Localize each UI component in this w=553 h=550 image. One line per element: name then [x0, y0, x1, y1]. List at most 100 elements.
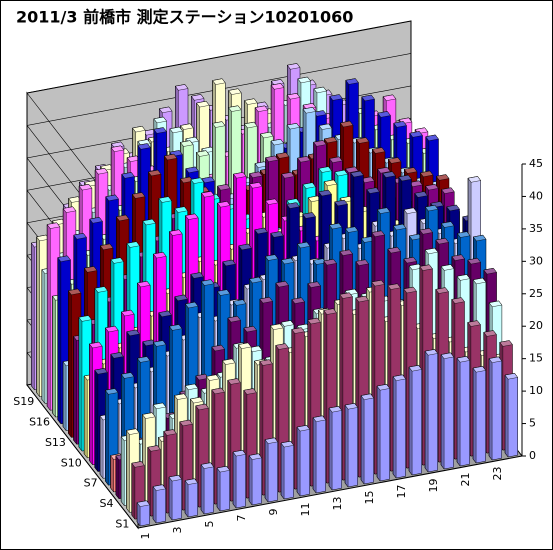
bar-top [232, 299, 247, 306]
bar-top [296, 425, 311, 432]
bar-top [435, 237, 449, 245]
bar-top [174, 393, 188, 400]
bar-side [131, 462, 136, 520]
bar-side [344, 404, 349, 488]
bar-side [360, 395, 365, 485]
bar-side [168, 476, 173, 521]
bar-top [131, 192, 146, 199]
bar-top [318, 189, 332, 197]
bar-top [184, 383, 199, 391]
bar-top [270, 138, 285, 146]
x-tick-label: 7 [235, 515, 248, 522]
bar-top [99, 243, 114, 251]
bar-top [419, 170, 434, 178]
bar-top [248, 453, 263, 460]
bar-side [200, 463, 205, 515]
bar-top [456, 231, 471, 238]
bar-side [488, 358, 493, 461]
bar-top [355, 137, 370, 144]
bar-top [323, 136, 338, 144]
bar-top [110, 257, 124, 264]
bar-top [472, 366, 487, 373]
bar-top [110, 145, 125, 152]
bar-top [286, 123, 301, 130]
bar-top [190, 272, 204, 279]
bar-top [169, 229, 183, 236]
bar-top [488, 300, 503, 308]
bar-top [89, 341, 103, 349]
bar-top [387, 157, 402, 164]
bar-top [504, 373, 519, 380]
bar-top [217, 201, 231, 208]
bar-top [137, 280, 151, 288]
bar-top [360, 236, 375, 243]
bar-top [244, 121, 258, 129]
bar-top [446, 204, 460, 212]
bar-side [89, 343, 93, 466]
bar-side [184, 479, 189, 518]
bar-top [163, 153, 178, 161]
bar-top [259, 359, 273, 366]
y-tick-label: 15 [529, 352, 543, 365]
x-tick-label: 5 [203, 521, 216, 528]
x-tick-label: 23 [491, 467, 504, 481]
bar-side [280, 442, 285, 500]
bar-top [185, 213, 199, 220]
bar-top [259, 296, 273, 304]
bar-top [179, 176, 194, 184]
bar-top [456, 356, 471, 363]
bar-top [371, 147, 386, 154]
bar-side [248, 454, 253, 506]
bar-top [206, 374, 220, 381]
series-label: S4 [100, 497, 114, 510]
bar-top [190, 396, 204, 404]
bar-top [377, 111, 391, 118]
bar-top [313, 140, 327, 147]
bar-top [323, 258, 337, 266]
bar-top [126, 155, 141, 162]
bar-side [115, 455, 120, 500]
bar-top [345, 166, 359, 173]
bar-top [408, 365, 423, 372]
bar-top [110, 352, 124, 359]
bar-top [142, 339, 156, 347]
bar-side [41, 269, 46, 405]
x-tick-label: 15 [363, 491, 376, 505]
bar-top [265, 198, 279, 205]
bar-top [408, 233, 423, 241]
bar-top [307, 195, 322, 203]
bar-top [339, 249, 353, 256]
bar-top [419, 264, 433, 271]
bar-top [227, 315, 241, 323]
bar-top [83, 266, 98, 273]
bar-top [211, 387, 225, 395]
bar-top [329, 94, 343, 101]
bar-top [190, 177, 204, 184]
bar-side [152, 485, 157, 524]
bar-top [318, 166, 332, 173]
bar-top [435, 287, 449, 294]
bar-top [216, 289, 231, 296]
bar-top [158, 196, 172, 203]
bar-top [121, 309, 135, 317]
bar-top [174, 84, 189, 91]
bar-top [142, 412, 156, 419]
bar-top [174, 294, 188, 302]
bar-top [387, 246, 401, 254]
bar-top [195, 403, 209, 411]
bar-top [233, 172, 247, 179]
bar-top [238, 342, 252, 349]
bar-top [425, 184, 439, 191]
bar-top [291, 327, 305, 334]
y-tick-label: 0 [529, 449, 536, 462]
bar-top [376, 207, 391, 214]
bar-side [99, 415, 104, 479]
x-tick-label: 3 [171, 527, 184, 534]
bar-top [200, 462, 215, 469]
bar-top [115, 214, 130, 222]
bar-top [328, 406, 343, 413]
bar-top [371, 230, 385, 237]
y-tick-label: 30 [529, 254, 543, 267]
